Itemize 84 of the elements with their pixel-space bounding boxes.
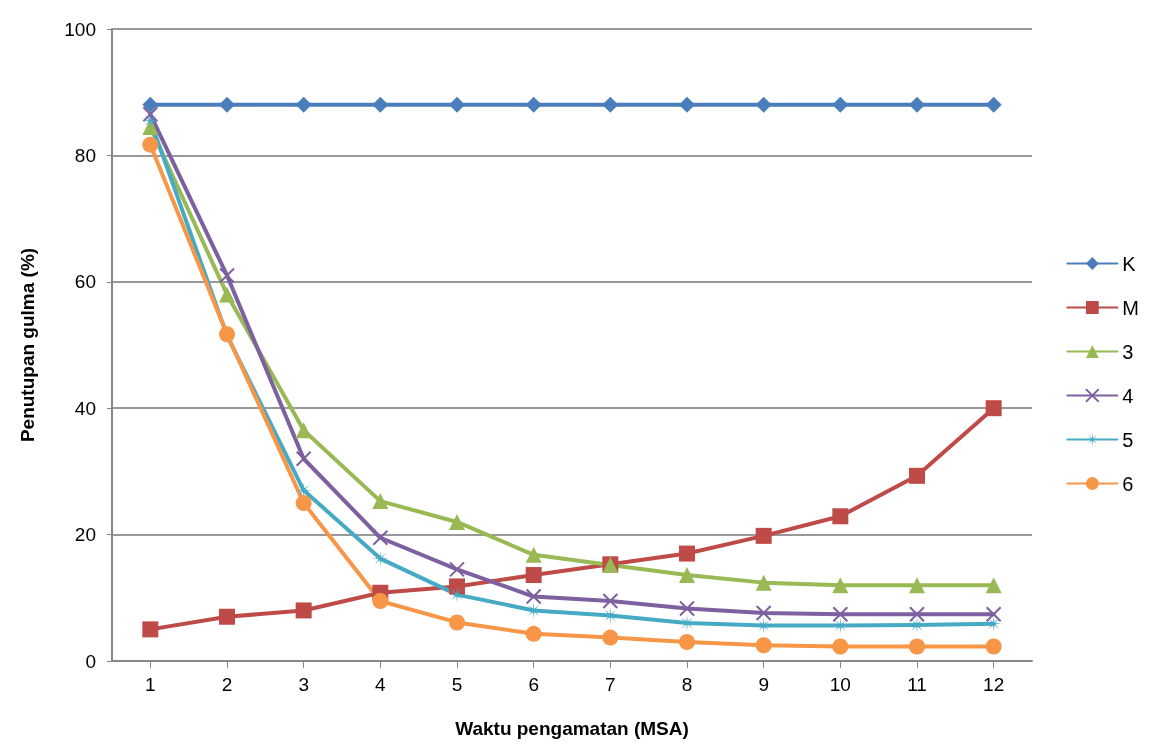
point bbox=[372, 493, 389, 510]
point bbox=[679, 545, 695, 562]
legend-label: K bbox=[1122, 252, 1137, 275]
y-axis-title: Penutupan gulma (%) bbox=[17, 247, 38, 443]
x-tick-label: 8 bbox=[681, 674, 693, 695]
x-tick-label: 7 bbox=[605, 674, 616, 695]
point bbox=[985, 400, 1002, 417]
point bbox=[142, 112, 159, 129]
point bbox=[449, 561, 465, 578]
point bbox=[525, 96, 542, 113]
point bbox=[909, 467, 925, 484]
point bbox=[755, 574, 772, 591]
point bbox=[372, 529, 389, 546]
point bbox=[602, 592, 619, 609]
point bbox=[832, 638, 849, 655]
point bbox=[142, 106, 159, 123]
y-tick-label: 0 bbox=[85, 650, 96, 672]
point bbox=[295, 495, 312, 511]
y-tick-label: 60 bbox=[74, 271, 96, 293]
x-tick-label: 4 bbox=[375, 674, 387, 695]
point bbox=[295, 450, 312, 467]
point bbox=[142, 621, 159, 638]
legend-label: 4 bbox=[1122, 384, 1134, 407]
legend-label: 3 bbox=[1122, 340, 1134, 363]
point bbox=[755, 604, 772, 621]
point bbox=[832, 606, 849, 623]
point bbox=[985, 638, 1002, 655]
point bbox=[909, 616, 925, 633]
point bbox=[832, 577, 849, 594]
x-tick-label: 10 bbox=[829, 674, 851, 695]
point bbox=[372, 96, 389, 113]
point bbox=[679, 634, 695, 651]
point bbox=[295, 422, 312, 439]
y-tick-label: 20 bbox=[74, 524, 96, 546]
point bbox=[985, 577, 1002, 594]
x-axis-title: Waktu pengamatan (MSA) bbox=[455, 718, 689, 739]
x-tick-label: 12 bbox=[983, 674, 1005, 695]
point bbox=[909, 577, 925, 594]
point bbox=[449, 96, 465, 113]
point bbox=[755, 527, 772, 544]
point bbox=[755, 637, 772, 654]
x-tick-label: 3 bbox=[298, 674, 309, 695]
x-tick-label: 5 bbox=[451, 674, 463, 695]
point bbox=[372, 550, 389, 567]
point bbox=[219, 96, 235, 113]
point bbox=[219, 286, 235, 303]
y-tick-label: 100 bbox=[64, 18, 96, 40]
point bbox=[679, 600, 695, 617]
point bbox=[295, 96, 312, 113]
point bbox=[219, 267, 235, 284]
point bbox=[295, 602, 312, 619]
legend-label: 5 bbox=[1122, 428, 1134, 451]
point bbox=[679, 96, 695, 113]
point bbox=[832, 96, 849, 113]
point bbox=[909, 96, 925, 113]
legend-label: M bbox=[1122, 296, 1140, 319]
point bbox=[602, 96, 619, 113]
point bbox=[372, 592, 389, 609]
point bbox=[525, 567, 542, 584]
point bbox=[985, 606, 1002, 623]
x-tick-label: 9 bbox=[758, 674, 769, 695]
point bbox=[909, 638, 925, 655]
point bbox=[525, 588, 542, 605]
point bbox=[832, 508, 849, 525]
point bbox=[755, 96, 772, 113]
point bbox=[985, 96, 1002, 113]
point bbox=[602, 629, 619, 646]
point bbox=[449, 578, 465, 595]
point bbox=[525, 625, 542, 642]
x-tick-label: 6 bbox=[528, 674, 539, 695]
legend-label: 6 bbox=[1122, 472, 1134, 495]
point bbox=[679, 567, 695, 584]
point bbox=[449, 614, 465, 631]
y-tick-label: 40 bbox=[74, 397, 96, 419]
point bbox=[142, 136, 159, 153]
y-tick-label: 80 bbox=[74, 144, 96, 166]
point bbox=[449, 513, 465, 530]
point bbox=[142, 96, 159, 113]
point bbox=[909, 606, 925, 623]
x-tick-label: 2 bbox=[221, 674, 233, 695]
x-tick-label: 1 bbox=[145, 674, 156, 695]
point bbox=[219, 608, 235, 625]
point bbox=[525, 546, 542, 563]
x-tick-label: 11 bbox=[907, 674, 927, 695]
